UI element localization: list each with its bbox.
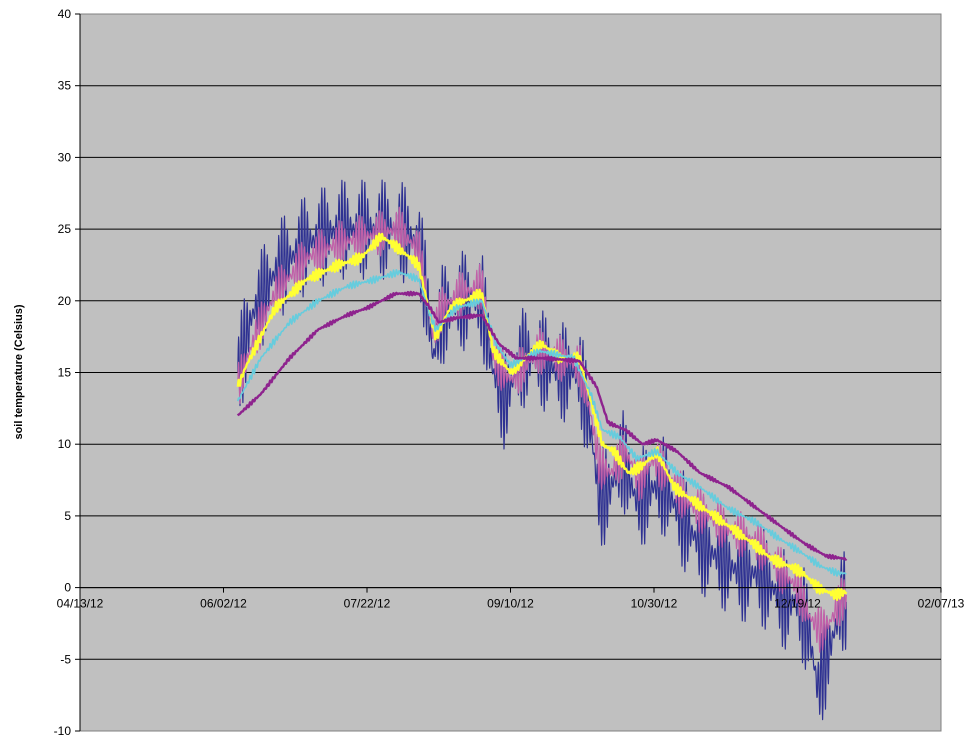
x-axis-ticks: 04/13/12 06/02/12 07/22/12 09/10/12 10/30/12… — [57, 587, 965, 611]
y-tick-label: -5 — [60, 652, 71, 666]
y-tick-label: -10 — [54, 724, 72, 738]
x-tick-label: 02/07/13 — [918, 597, 965, 611]
y-tick-label: 10 — [58, 437, 72, 451]
y-tick-label: 15 — [58, 366, 72, 380]
x-tick-label: 10/30/12 — [631, 597, 678, 611]
series-line — [236, 290, 848, 561]
series-line — [236, 232, 848, 601]
y-tick-label: 5 — [64, 509, 71, 523]
y-tick-label: 35 — [58, 79, 72, 93]
y-tick-label: 25 — [58, 222, 72, 236]
x-tick-label: 09/10/12 — [487, 597, 534, 611]
x-tick-label: 07/22/12 — [344, 597, 391, 611]
x-tick-label: 04/13/12 — [57, 597, 104, 611]
x-tick-label: 06/02/12 — [200, 597, 247, 611]
y-tick-label: 20 — [58, 294, 72, 308]
series-line — [237, 269, 847, 577]
y-tick-label: 0 — [64, 581, 71, 595]
series-lines — [236, 179, 848, 721]
x-tick-label: 12/19/12 — [774, 597, 821, 611]
y-axis-label: soil temperature (Celsius) — [13, 304, 25, 439]
y-tick-label: 40 — [58, 7, 72, 21]
y-axis-ticks: -10 -5 0 5 10 15 20 25 30 35 40 — [54, 7, 81, 738]
y-tick-label: 30 — [58, 150, 72, 164]
